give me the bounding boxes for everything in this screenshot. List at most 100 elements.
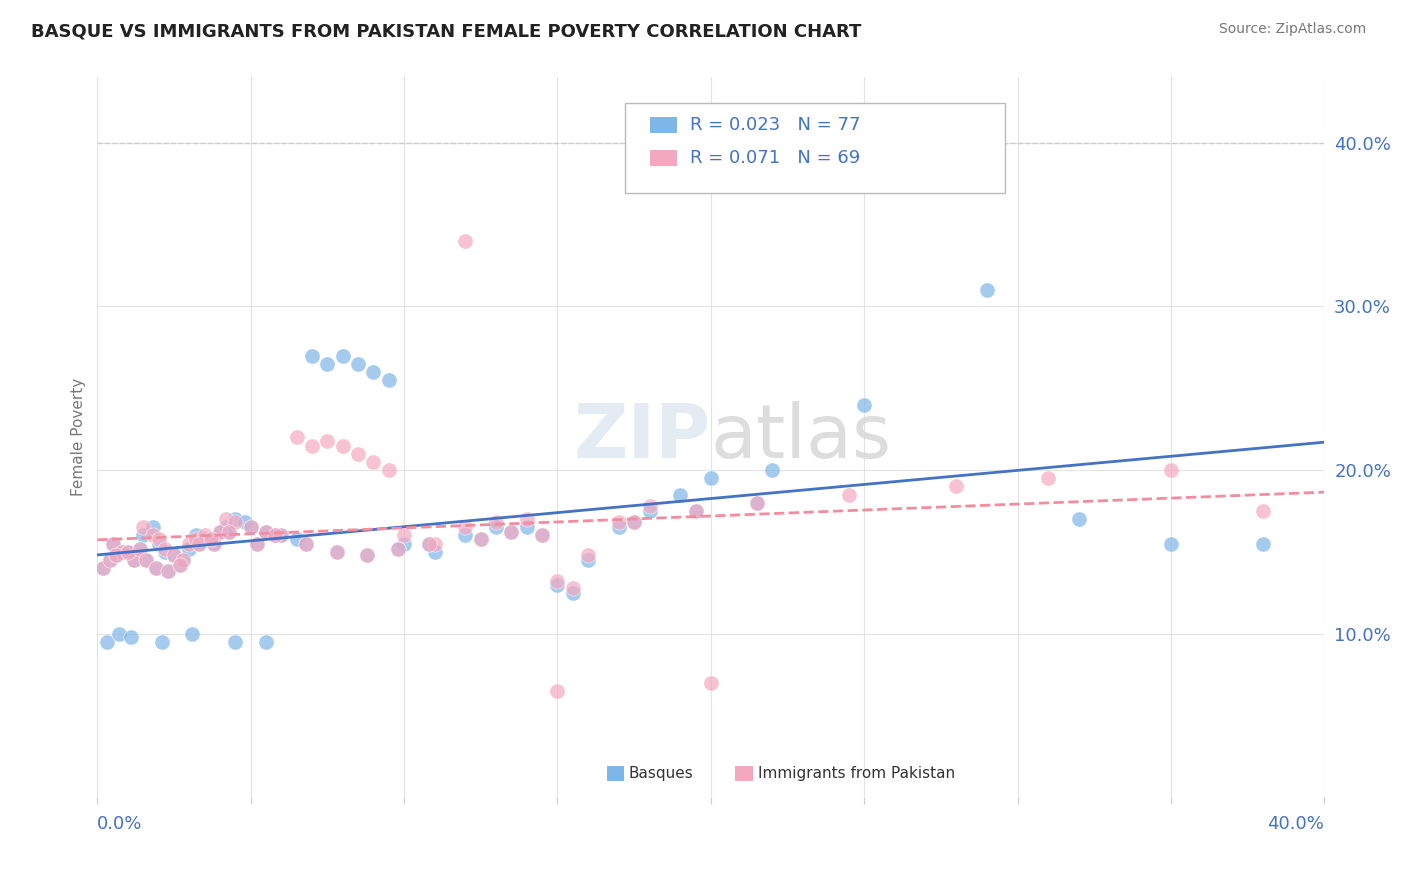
Point xyxy=(418,536,440,550)
Point xyxy=(316,357,339,371)
Point xyxy=(129,541,152,556)
Point xyxy=(531,528,554,542)
Point xyxy=(142,520,165,534)
Point xyxy=(1160,536,1182,550)
Bar xyxy=(650,150,676,166)
Point xyxy=(181,626,204,640)
Point xyxy=(184,532,207,546)
Point xyxy=(516,520,538,534)
Point xyxy=(209,525,232,540)
Text: Source: ZipAtlas.com: Source: ZipAtlas.com xyxy=(1219,22,1367,37)
Point xyxy=(117,545,139,559)
Point xyxy=(623,516,645,530)
Point xyxy=(200,532,222,546)
Point xyxy=(117,545,139,559)
Point xyxy=(93,561,115,575)
Point xyxy=(685,504,707,518)
Point xyxy=(132,528,155,542)
Point xyxy=(122,553,145,567)
Text: R = 0.023   N = 77: R = 0.023 N = 77 xyxy=(690,116,860,134)
Point xyxy=(148,532,170,546)
Point xyxy=(301,438,323,452)
Point xyxy=(264,528,287,542)
Point xyxy=(547,574,569,589)
Point xyxy=(700,675,723,690)
Point xyxy=(423,545,446,559)
Point xyxy=(135,553,157,567)
Point xyxy=(270,528,292,542)
Point xyxy=(745,496,768,510)
Point xyxy=(454,528,477,542)
Point xyxy=(145,561,167,575)
Point xyxy=(516,512,538,526)
Point xyxy=(224,516,246,530)
Point xyxy=(838,487,860,501)
Point xyxy=(576,548,599,562)
Point xyxy=(202,536,225,550)
Point xyxy=(607,516,630,530)
Point xyxy=(761,463,783,477)
Point xyxy=(120,630,142,644)
Point xyxy=(215,520,238,534)
Point xyxy=(295,536,318,550)
Point xyxy=(561,586,583,600)
Point xyxy=(111,545,134,559)
Point xyxy=(246,536,269,550)
Point xyxy=(156,565,179,579)
Point xyxy=(700,471,723,485)
Text: 40.0%: 40.0% xyxy=(1268,815,1324,833)
Point xyxy=(418,536,440,550)
Point xyxy=(270,528,292,542)
Point xyxy=(111,545,134,559)
Point xyxy=(501,525,523,540)
Point xyxy=(285,532,308,546)
Point xyxy=(150,635,173,649)
Point xyxy=(547,684,569,698)
Point xyxy=(224,512,246,526)
Point xyxy=(163,548,186,562)
Point xyxy=(976,283,998,297)
Point xyxy=(638,504,661,518)
Point xyxy=(301,349,323,363)
Point xyxy=(945,479,967,493)
Point xyxy=(187,536,209,550)
Text: BASQUE VS IMMIGRANTS FROM PAKISTAN FEMALE POVERTY CORRELATION CHART: BASQUE VS IMMIGRANTS FROM PAKISTAN FEMAL… xyxy=(31,22,862,40)
Bar xyxy=(650,117,676,133)
Point xyxy=(576,553,599,567)
Point xyxy=(638,499,661,513)
Point xyxy=(325,545,347,559)
Point xyxy=(325,545,347,559)
Point xyxy=(187,536,209,550)
Point xyxy=(224,635,246,649)
Bar xyxy=(735,765,752,781)
Point xyxy=(135,553,157,567)
Point xyxy=(108,626,131,640)
Text: atlas: atlas xyxy=(711,401,891,474)
Point xyxy=(1160,463,1182,477)
Point xyxy=(332,438,354,452)
Point xyxy=(254,525,277,540)
Point xyxy=(101,536,124,550)
Point xyxy=(378,373,401,387)
Point xyxy=(387,541,409,556)
Point xyxy=(347,357,370,371)
Point xyxy=(145,561,167,575)
Point xyxy=(104,548,127,562)
Text: 0.0%: 0.0% xyxy=(97,815,143,833)
Point xyxy=(1038,471,1060,485)
Point xyxy=(163,548,186,562)
Point xyxy=(392,528,415,542)
Point xyxy=(423,536,446,550)
Point xyxy=(1251,536,1274,550)
Point xyxy=(202,536,225,550)
Point xyxy=(501,525,523,540)
Point xyxy=(623,516,645,530)
Point xyxy=(101,536,124,550)
Point xyxy=(454,520,477,534)
Point xyxy=(98,553,121,567)
Point xyxy=(194,532,217,546)
Point xyxy=(332,349,354,363)
Bar xyxy=(606,765,624,781)
Point xyxy=(148,536,170,550)
Point xyxy=(153,545,176,559)
